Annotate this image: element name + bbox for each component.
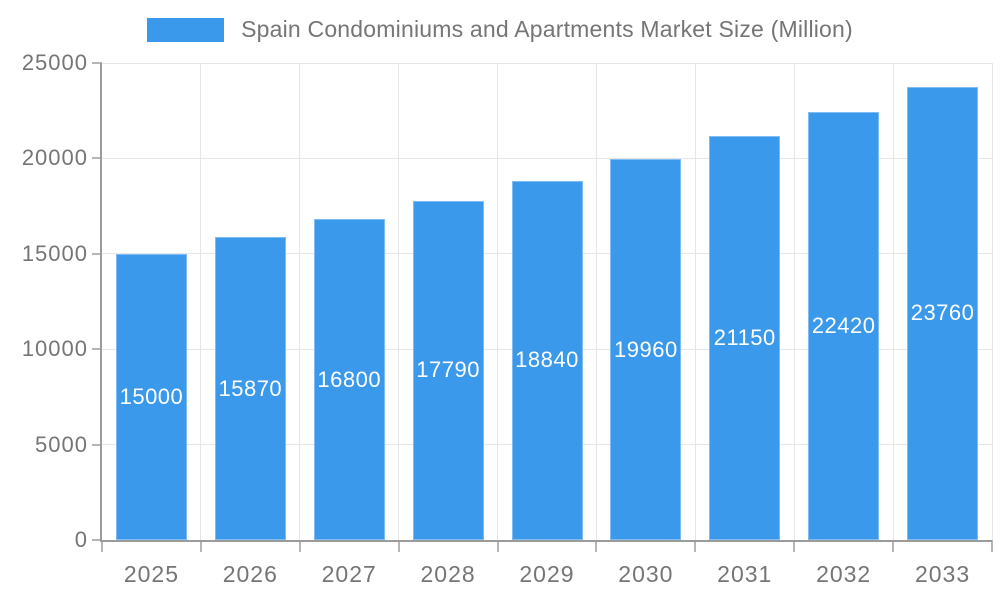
bar-2031[interactable] bbox=[709, 136, 781, 540]
y-gridline bbox=[102, 157, 992, 159]
y-gridline bbox=[102, 62, 992, 64]
bar-2030[interactable] bbox=[610, 159, 682, 540]
x-axis-line bbox=[100, 540, 992, 542]
x-gridline bbox=[595, 63, 597, 540]
x-axis-tick bbox=[892, 540, 895, 552]
bar-value-label-2025: 15000 bbox=[119, 383, 184, 409]
x-gridline bbox=[991, 63, 993, 540]
x-gridline bbox=[793, 63, 795, 540]
bar-2025[interactable] bbox=[115, 253, 187, 540]
bar-value-label-2032: 22420 bbox=[811, 313, 876, 339]
y-axis-label: 25000 bbox=[21, 50, 88, 75]
y-axis-tick bbox=[92, 539, 102, 541]
x-axis-label-2032: 2032 bbox=[816, 561, 872, 587]
y-axis-tick bbox=[92, 252, 102, 255]
y-axis-label: 20000 bbox=[21, 145, 88, 171]
bar-2029[interactable] bbox=[511, 180, 583, 540]
y-axis-tick bbox=[92, 62, 102, 64]
x-axis-label-2031: 2031 bbox=[717, 561, 773, 587]
bar-2026[interactable] bbox=[214, 237, 286, 540]
x-axis-tick bbox=[298, 540, 301, 552]
bar-2027[interactable] bbox=[313, 219, 385, 540]
x-axis-label-2027: 2027 bbox=[321, 561, 377, 587]
y-axis-label: 15000 bbox=[21, 240, 88, 266]
y-axis-label: 0 bbox=[74, 527, 88, 552]
x-gridline bbox=[497, 63, 499, 540]
x-axis-tick bbox=[397, 540, 400, 552]
y-axis-tick bbox=[92, 443, 102, 446]
bar-value-label-2030: 19960 bbox=[614, 336, 678, 362]
x-axis-label-2028: 2028 bbox=[420, 561, 476, 587]
y-axis-line bbox=[100, 63, 102, 542]
x-axis-tick bbox=[496, 540, 499, 552]
legend-swatch bbox=[147, 17, 225, 42]
bar-value-label-2029: 18840 bbox=[515, 347, 579, 373]
x-gridline bbox=[299, 63, 301, 540]
x-gridline bbox=[200, 63, 202, 540]
y-axis-tick bbox=[92, 157, 102, 160]
x-axis-tick bbox=[991, 540, 993, 552]
bar-value-label-2026: 15870 bbox=[218, 375, 283, 401]
x-gridline bbox=[398, 63, 400, 540]
legend-label: Spain Condominiums and Apartments Market… bbox=[241, 16, 853, 42]
legend[interactable]: Spain Condominiums and Apartments Market… bbox=[0, 16, 1000, 43]
y-axis-label: 10000 bbox=[21, 336, 88, 362]
x-axis-label-2030: 2030 bbox=[618, 561, 674, 587]
x-axis-tick bbox=[101, 540, 103, 552]
x-axis-label-2025: 2025 bbox=[123, 561, 180, 587]
x-axis-label-2029: 2029 bbox=[519, 561, 575, 587]
x-axis-tick bbox=[595, 540, 598, 552]
bar-value-label-2033: 23760 bbox=[910, 300, 975, 326]
x-axis-tick bbox=[694, 540, 697, 552]
x-axis-label-2033: 2033 bbox=[914, 561, 971, 587]
bar-2028[interactable] bbox=[412, 200, 484, 540]
x-axis-tick bbox=[199, 540, 202, 552]
bar-value-label-2028: 17790 bbox=[416, 357, 480, 383]
y-axis-tick bbox=[92, 348, 102, 351]
x-axis-label-2026: 2026 bbox=[222, 561, 278, 587]
x-axis-tick bbox=[793, 540, 796, 552]
x-gridline bbox=[694, 63, 696, 540]
bar-value-label-2031: 21150 bbox=[713, 325, 776, 351]
y-axis-label: 5000 bbox=[35, 431, 88, 457]
bar-value-label-2027: 16800 bbox=[317, 366, 382, 392]
x-gridline bbox=[892, 63, 894, 540]
bar-2033[interactable] bbox=[907, 86, 979, 540]
bar-2032[interactable] bbox=[808, 112, 880, 540]
